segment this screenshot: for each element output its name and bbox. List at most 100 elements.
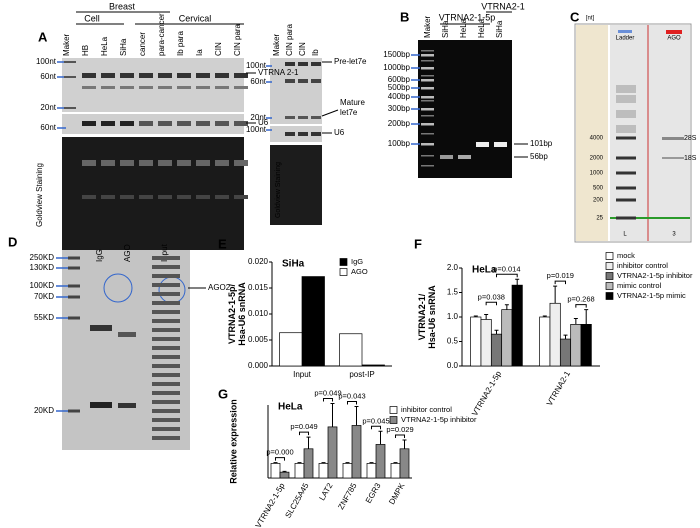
band	[152, 427, 180, 431]
band	[152, 346, 180, 350]
lane-label: Maker	[62, 33, 71, 56]
y-tick-label: 2.0	[447, 263, 459, 272]
bar	[511, 284, 523, 367]
band	[90, 325, 112, 331]
band	[158, 73, 172, 78]
band	[139, 86, 153, 89]
band	[616, 125, 636, 133]
marker-label: 500	[593, 186, 604, 192]
band	[285, 132, 295, 136]
bar	[301, 276, 325, 367]
lane-label: Ladder	[616, 36, 635, 42]
y-tick-label: 1.0	[447, 312, 459, 321]
band	[421, 54, 434, 57]
marker-label: 2000	[590, 156, 604, 162]
error-bar	[515, 278, 520, 286]
band-label: 18S	[684, 155, 697, 162]
x-tick-label: post-IP	[349, 370, 374, 379]
panel-label: A	[38, 29, 48, 44]
band	[177, 121, 191, 126]
band	[101, 86, 115, 89]
band	[234, 86, 248, 89]
gel-stain-2	[270, 145, 322, 225]
marker-label: 100nt	[36, 57, 57, 66]
x-tick-label: VTRNA2-1-5p	[254, 481, 287, 528]
bar	[270, 463, 281, 479]
band-label: 28S	[684, 135, 697, 142]
lane-label: AGO	[123, 244, 132, 262]
marker-label: 4000	[590, 136, 604, 142]
stain-label: Goldview Staining	[275, 162, 282, 218]
band	[139, 121, 153, 126]
band	[82, 73, 96, 78]
y-axis-label: VTRNA2-1/Hsa-U6 snRNA	[417, 285, 437, 349]
marker-label: 250KD	[30, 253, 55, 262]
marker-label: 500bp	[388, 83, 411, 92]
band	[215, 195, 229, 199]
lane-label: Maker	[423, 15, 432, 38]
band	[152, 292, 180, 296]
band	[64, 76, 76, 78]
lane-label: SiHa	[441, 20, 450, 38]
band	[152, 436, 180, 440]
band	[68, 284, 80, 288]
band	[90, 402, 112, 408]
band	[118, 332, 136, 337]
legend-label: IgG	[351, 257, 363, 266]
band	[139, 160, 153, 166]
lane-id: L	[623, 232, 627, 238]
band	[285, 116, 295, 119]
marker-label: 25	[596, 216, 603, 222]
band	[101, 73, 115, 78]
band-label: U6	[334, 128, 345, 137]
marker-label: 100bp	[388, 139, 411, 148]
error-bar	[473, 315, 478, 317]
band	[421, 123, 434, 126]
band	[616, 136, 636, 140]
band	[616, 110, 636, 118]
legend-label: VTRNA2-1-5p inhibitor	[401, 415, 477, 424]
band	[616, 85, 636, 93]
bar	[399, 448, 410, 479]
band	[476, 142, 489, 147]
bracket	[485, 301, 497, 306]
legend-label: AGO	[351, 267, 368, 276]
legend-swatch	[605, 252, 614, 260]
rule	[321, 109, 339, 117]
bar	[351, 425, 362, 479]
lane-label: HeLa	[477, 18, 486, 38]
marker-label: 20KD	[34, 406, 54, 415]
y-tick-label: 0.020	[248, 257, 269, 266]
x-tick-label: Input	[293, 370, 312, 379]
y-tick-label: 0.015	[248, 283, 269, 292]
y-tick-label: 0.0	[447, 361, 459, 370]
marker-label: 1000bp	[383, 63, 410, 72]
band	[152, 400, 180, 404]
gel-top-2	[270, 58, 322, 124]
band	[68, 316, 80, 320]
error-bar	[563, 334, 568, 340]
ago-marker	[666, 30, 682, 34]
band	[120, 73, 134, 78]
lane-label: para-cancer	[157, 13, 166, 56]
error-bar	[321, 462, 326, 464]
band	[458, 155, 471, 159]
error-bar	[330, 403, 335, 427]
band	[215, 73, 229, 78]
error-bar	[273, 462, 278, 464]
error-bar	[345, 462, 350, 464]
band	[68, 295, 80, 299]
error-bar	[484, 314, 489, 320]
band	[311, 116, 321, 119]
band	[101, 195, 115, 199]
band	[152, 337, 180, 341]
lane-label: CIN para	[285, 23, 294, 56]
band	[421, 115, 434, 117]
chart-title: SiHa	[282, 259, 305, 270]
band-label: VTRNA 2-1	[258, 68, 299, 77]
band	[298, 132, 308, 136]
band	[196, 160, 210, 166]
band	[152, 274, 180, 278]
band	[101, 121, 115, 126]
bar	[480, 319, 492, 367]
